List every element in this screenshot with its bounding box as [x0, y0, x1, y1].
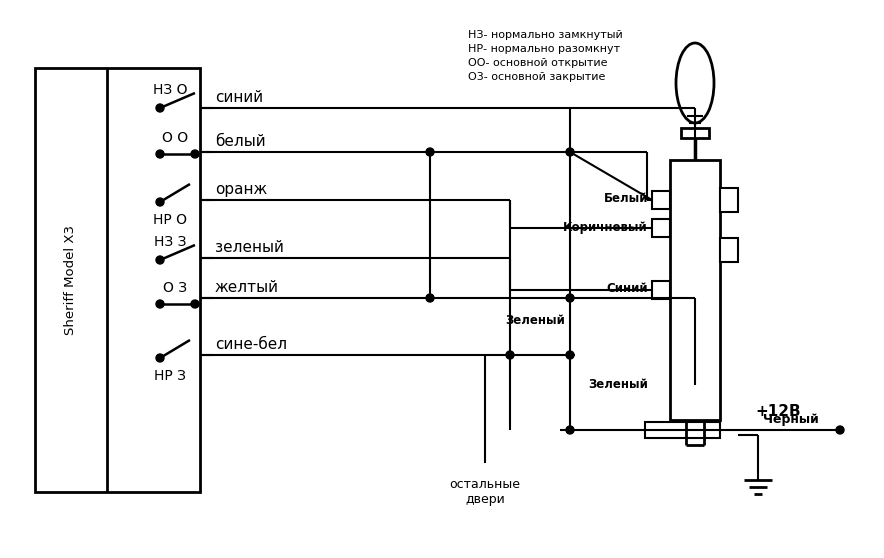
Circle shape [836, 426, 844, 434]
Bar [645, 422, 720, 438]
Text: НЗ О: НЗ О [153, 83, 187, 97]
Text: сине-бел: сине-бел [215, 337, 287, 352]
Bar [652, 219, 670, 237]
Text: Зеленый: Зеленый [588, 378, 648, 392]
Circle shape [506, 351, 514, 359]
Circle shape [566, 294, 574, 302]
Circle shape [566, 426, 574, 434]
Text: +12В: +12В [755, 405, 801, 420]
Circle shape [191, 300, 199, 308]
Circle shape [566, 351, 574, 359]
Text: Зеленый: Зеленый [505, 314, 565, 326]
Text: Белый: Белый [604, 193, 648, 205]
Text: желтый: желтый [215, 280, 279, 295]
Bar [681, 128, 709, 138]
Circle shape [156, 354, 164, 362]
Text: ОО- основной открытие: ОО- основной открытие [468, 58, 607, 68]
Circle shape [191, 150, 199, 158]
Circle shape [156, 150, 164, 158]
Circle shape [156, 104, 164, 112]
Ellipse shape [676, 43, 714, 123]
Text: НР- нормально разомкнут: НР- нормально разомкнут [468, 44, 620, 54]
Text: Черный: Черный [763, 413, 819, 426]
Text: НР З: НР З [154, 369, 186, 383]
Bar [720, 188, 738, 212]
Text: НЗ- нормально замкнутый: НЗ- нормально замкнутый [468, 30, 622, 40]
Text: двери: двери [465, 493, 505, 507]
Text: НЗ З: НЗ З [154, 235, 187, 249]
Circle shape [426, 148, 434, 156]
Text: синий: синий [215, 90, 263, 105]
Text: Коричневый: Коричневый [563, 220, 648, 233]
Bar [35, 68, 200, 492]
Text: остальные: остальные [449, 479, 521, 492]
Circle shape [426, 294, 434, 302]
Circle shape [566, 148, 574, 156]
Text: О З: О З [163, 281, 187, 295]
Text: зеленый: зеленый [215, 240, 284, 255]
Bar [720, 238, 738, 262]
Circle shape [156, 300, 164, 308]
Text: О3- основной закрытие: О3- основной закрытие [468, 72, 606, 82]
Bar [670, 160, 720, 420]
Bar [652, 281, 670, 299]
Text: О О: О О [162, 131, 188, 145]
Text: Sheriff Model X3: Sheriff Model X3 [65, 225, 78, 335]
Bar [652, 191, 670, 209]
Text: белый: белый [215, 134, 265, 149]
Text: НР О: НР О [153, 213, 187, 227]
Text: Синий: Синий [606, 282, 648, 296]
Text: оранж: оранж [215, 182, 267, 197]
Circle shape [156, 198, 164, 206]
Circle shape [156, 256, 164, 264]
